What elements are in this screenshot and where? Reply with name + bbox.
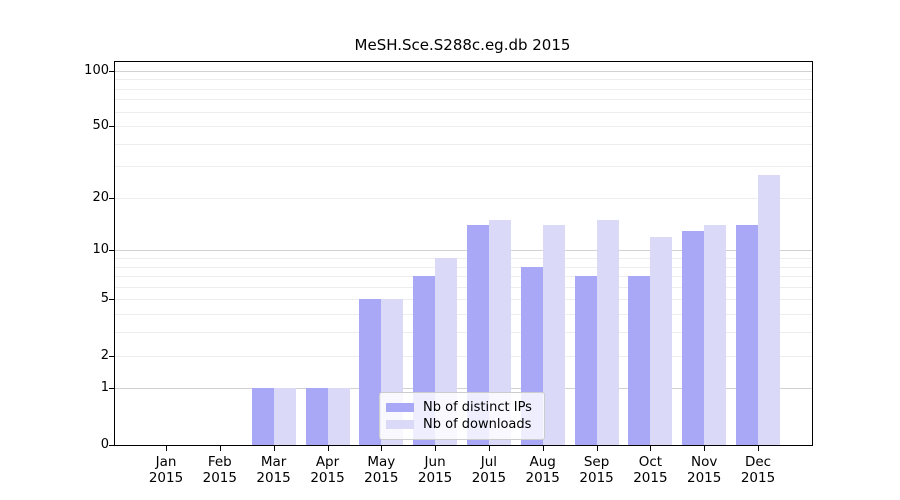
y-tick-label: 0 (100, 436, 109, 452)
bar-mar-downloads (273, 388, 296, 445)
bar-nov-downloads (704, 225, 727, 445)
x-tick-label-year: 2015 (310, 470, 345, 486)
x-tick-label-year: 2015 (740, 470, 776, 486)
y-tick-label: 1 (100, 380, 109, 396)
y-tick-label: 20 (92, 189, 109, 205)
x-tick (488, 446, 490, 451)
bar-jul-ips (466, 225, 489, 445)
bar-oct-ips (628, 276, 651, 445)
x-tick-label-month: Oct (638, 454, 663, 470)
gridline-minor (115, 355, 812, 357)
x-tick-label-month: Feb (207, 454, 232, 470)
legend: Nb of distinct IPs Nb of downloads (379, 392, 545, 440)
x-tick-label-year: 2015 (148, 470, 184, 486)
x-tick-label-month: Mar (260, 454, 287, 470)
plot-area: 0 1 2 5 10 20 50 100 Jan 2015 Feb 2015 Mar 2015 Apr 201… (84, 61, 813, 486)
y-tick (109, 444, 114, 446)
legend-row-distinct-ips: Nb of distinct IPs (386, 399, 544, 416)
y-tick (109, 299, 114, 301)
y-tick-label: 50 (92, 118, 109, 133)
legend-row-downloads: Nb of downloads (386, 416, 544, 433)
x-tick-label-month: Dec (744, 454, 772, 470)
gridline-major (115, 70, 812, 72)
x-tick-label-month: Apr (315, 454, 340, 470)
x-tick-label-year: 2015 (579, 470, 614, 486)
x-tick (704, 446, 706, 451)
gridline-minor (115, 299, 812, 301)
x-tick (758, 446, 759, 451)
y-tick-label: 100 (84, 62, 109, 78)
gridline-major (115, 250, 812, 252)
gridline-minor (115, 258, 812, 259)
gridline-minor (115, 111, 812, 113)
bar-mar-ips (251, 388, 274, 445)
bar-dec-ips (736, 225, 758, 445)
bar-sep-ips (574, 276, 597, 445)
bar-dec-downloads (758, 174, 780, 445)
x-tick (650, 446, 652, 451)
gridline-minor (115, 314, 812, 316)
x-tick-label-year: 2015 (525, 470, 560, 486)
x-tick (542, 446, 544, 451)
bar-oct-downloads (650, 236, 673, 445)
x-tick-label-year: 2015 (471, 470, 507, 486)
gridline-minor (115, 143, 812, 145)
legend-label-downloads: Nb of downloads (423, 416, 532, 432)
y-tick (109, 126, 114, 127)
bar-sep-downloads (596, 219, 619, 445)
gridline-minor (115, 88, 812, 90)
bar-apr-ips (305, 388, 328, 445)
x-tick (596, 446, 598, 451)
y-tick (109, 197, 114, 199)
y-tick (109, 250, 114, 252)
y-tick (109, 70, 114, 72)
x-tick-label-month: Nov (691, 454, 718, 470)
x-tick-label-year: 2015 (687, 470, 722, 486)
gridline-minor (115, 197, 812, 199)
gridline-minor (115, 266, 812, 268)
gridline-minor (115, 126, 812, 127)
gridline-major (115, 388, 812, 390)
bar-jul-downloads (488, 219, 511, 445)
bar-may-ips (359, 299, 382, 445)
y-tick (109, 388, 114, 390)
y-tick-label: 5 (100, 291, 109, 307)
gridline-minor (115, 166, 812, 168)
x-tick-label-year: 2015 (364, 470, 399, 486)
legend-label-distinct-ips: Nb of distinct IPs (423, 399, 532, 415)
x-tick (166, 446, 167, 451)
x-tick-label-year: 2015 (256, 470, 291, 486)
bar-apr-downloads (327, 388, 350, 445)
x-tick (435, 446, 437, 451)
x-tick-label-year: 2015 (202, 470, 237, 486)
bar-aug-downloads (542, 225, 565, 445)
gridline-minor (115, 99, 812, 101)
x-tick-label-month: Jan (155, 454, 177, 470)
gridline-minor (115, 286, 812, 288)
y-tick-label: 10 (92, 242, 109, 258)
gridline-minor (115, 79, 812, 81)
x-tick-label-month: Sep (583, 454, 610, 470)
x-tick (327, 446, 329, 451)
chart-title: MeSH.Sce.S288c.eg.db 2015 (354, 36, 571, 54)
x-tick (273, 446, 275, 451)
x-tick-label-month: Jul (480, 454, 498, 470)
gridline-minor (115, 276, 812, 278)
x-tick-label-year: 2015 (417, 470, 453, 486)
gridline-minor (115, 332, 812, 334)
bar-nov-ips (682, 230, 705, 445)
x-tick-label-month: May (367, 454, 396, 470)
x-tick (381, 446, 383, 451)
y-tick (109, 355, 114, 357)
legend-swatch-downloads (386, 420, 414, 429)
x-tick-label-month: Jun (424, 454, 446, 470)
legend-swatch-distinct-ips (386, 403, 414, 412)
x-tick-label-month: Aug (529, 454, 556, 470)
y-tick-label: 2 (100, 347, 109, 363)
x-tick-label-year: 2015 (633, 470, 668, 486)
x-tick (219, 446, 221, 451)
